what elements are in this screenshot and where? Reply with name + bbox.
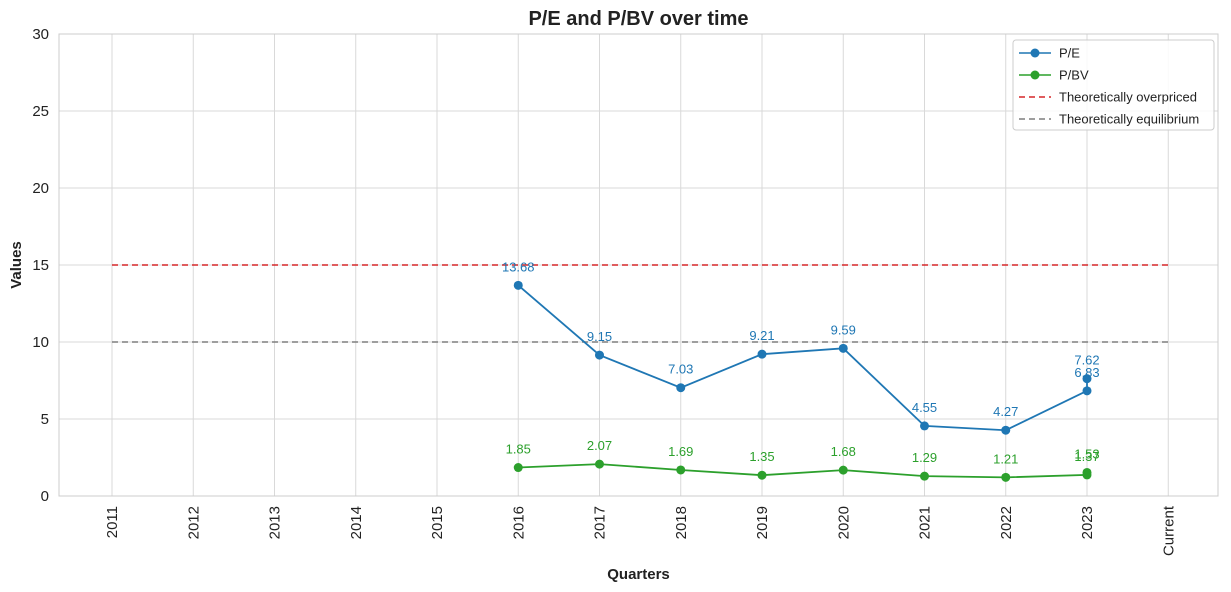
- x-tick-label: 2013: [267, 506, 284, 539]
- data-label: 1.35: [749, 449, 774, 464]
- data-label: 1.37: [1074, 449, 1099, 464]
- series-lines: [513, 280, 1092, 482]
- data-point: [1001, 472, 1011, 482]
- data-label: 2.07: [587, 438, 612, 453]
- x-tick-label: Current: [1160, 505, 1177, 556]
- y-axis-title: Values: [8, 241, 25, 289]
- data-label: 7.62: [1074, 353, 1099, 368]
- data-label: 6.83: [1074, 365, 1099, 380]
- x-tick-label: 2017: [592, 506, 609, 539]
- x-tick-label: 2023: [1079, 506, 1096, 539]
- data-point: [513, 280, 523, 290]
- y-tick-labels: 0 5 10 15 20 25 30: [32, 26, 49, 505]
- chart-title: P/E and P/BV over time: [528, 8, 748, 30]
- y-tick-label: 20: [32, 180, 49, 197]
- legend-box: [1012, 39, 1215, 131]
- data-point: [1082, 386, 1092, 396]
- y-tick-label: 0: [41, 488, 49, 505]
- x-tick-label: 2020: [835, 506, 852, 539]
- data-point: [1082, 374, 1092, 384]
- legend: P/E P/BV Theoretically overpriced Theoretic…: [1012, 39, 1215, 131]
- data-point: [920, 471, 929, 481]
- data-label: 1.68: [831, 444, 856, 459]
- data-label: 4.55: [912, 400, 937, 415]
- x-axis-title: Quarters: [607, 566, 670, 583]
- data-label: 9.15: [587, 329, 612, 344]
- data-label: 1.85: [506, 442, 531, 457]
- x-tick-label: 2014: [348, 506, 365, 539]
- data-point: [676, 383, 686, 393]
- x-tick-label: 2019: [754, 506, 771, 539]
- data-point: [595, 459, 604, 469]
- x-tick-label: 2018: [673, 506, 690, 539]
- data-point: [920, 421, 929, 431]
- data-point: [513, 463, 523, 473]
- data-label: 1.21: [993, 451, 1018, 466]
- data-label: 4.27: [993, 404, 1018, 419]
- data-point: [1001, 425, 1011, 435]
- x-tick-label: 2015: [429, 506, 446, 539]
- data-label: 1.69: [668, 444, 693, 459]
- data-labels: 13.68 9.15 7.03 9.21 9.59 4.55 4.27 6.837.62 1.8…: [502, 259, 1100, 466]
- plot-area-frame: [58, 33, 1219, 497]
- y-tick-label: 15: [32, 257, 49, 274]
- data-point: [838, 465, 848, 475]
- legend-label: P/BV: [1059, 68, 1089, 83]
- data-point: [757, 470, 767, 480]
- reference-lines: [112, 264, 1169, 343]
- y-tick-label: 10: [32, 334, 49, 351]
- data-point: [676, 465, 686, 475]
- x-tick-label: 2011: [104, 506, 121, 538]
- x-tick-label: 2016: [510, 506, 527, 539]
- legend-swatch-marker: [1030, 48, 1040, 58]
- data-point: [838, 343, 848, 353]
- data-label: 1.53: [1074, 446, 1099, 461]
- data-label: 7.03: [668, 362, 693, 377]
- x-tick-label: 2012: [185, 506, 202, 539]
- legend-label: Theoretically overpriced: [1059, 90, 1197, 105]
- x-tick-label: 2021: [917, 506, 934, 539]
- data-point: [1082, 467, 1092, 477]
- data-label: 9.21: [749, 328, 774, 343]
- legend-label: Theoretically equilibrium: [1059, 112, 1199, 127]
- x-tick-label: 2022: [998, 506, 1015, 539]
- data-point: [595, 350, 604, 360]
- x-tick-labels: 2011 2012 2013 2014 2015 2016 2017 2018 2019 2020…: [104, 505, 1177, 556]
- data-label: 1.29: [912, 450, 937, 465]
- data-label: 13.68: [502, 259, 535, 274]
- data-label: 9.59: [831, 322, 856, 337]
- data-point: [757, 349, 767, 359]
- legend-label: P/E: [1059, 46, 1080, 61]
- y-tick-label: 30: [32, 26, 49, 43]
- legend-swatch-marker: [1030, 70, 1040, 80]
- y-tick-label: 25: [32, 103, 49, 120]
- y-tick-label: 5: [41, 411, 49, 428]
